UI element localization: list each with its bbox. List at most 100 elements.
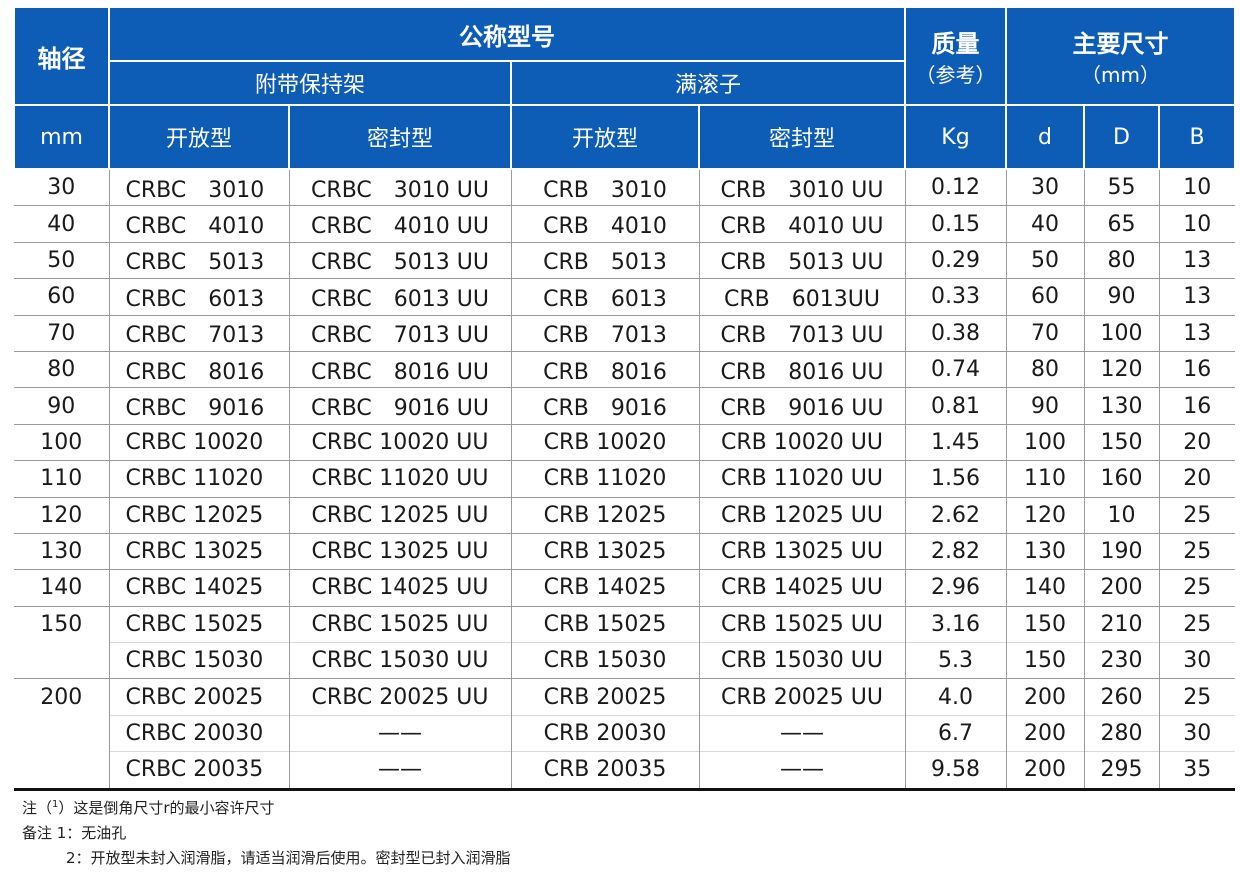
cell-full-open-model: CRB 11020 xyxy=(510,460,699,498)
cell-full-sealed-model: CRB 3010 UU xyxy=(698,169,905,206)
cell-dim-B: 25 xyxy=(1158,532,1236,570)
cell-full-sealed-model: —— xyxy=(698,751,905,790)
cell-mass: 2.96 xyxy=(904,569,1006,607)
cell-cage-open-model: CRBC 8016 xyxy=(108,350,289,388)
cell-full-open-model: CRB 4010 xyxy=(510,205,699,243)
cell-dim-B: 13 xyxy=(1158,314,1236,352)
cell-dim-d: 40 xyxy=(1005,205,1084,243)
cell-cage-sealed-model: CRBC 13025 UU xyxy=(288,532,511,570)
cell-dim-d: 90 xyxy=(1005,387,1084,425)
cell-dim-B: 10 xyxy=(1158,169,1236,206)
cell-dim-D: 160 xyxy=(1083,460,1159,498)
table-row: 80 CRBC 8016 CRBC 8016 UU CRB 8016 CRB 8016 … xyxy=(14,350,1236,388)
cell-full-open-model: CRB 3010 xyxy=(510,169,699,206)
cell-dim-B: 30 xyxy=(1158,714,1236,752)
cell-full-open-model: CRB 12025 xyxy=(510,496,699,534)
cell-cage-sealed-model: CRBC 4010 UU xyxy=(288,205,511,243)
cell-dim-B: 25 xyxy=(1158,605,1236,643)
remark-oil-hole: 备注 1：无油孔 xyxy=(22,824,127,842)
cell-dim-B: 25 xyxy=(1158,569,1236,607)
cell-mass: 2.82 xyxy=(904,532,1006,570)
table-row: 50 CRBC 5013 CRBC 5013 UU CRB 5013 CRB 5013 … xyxy=(14,241,1236,279)
cell-cage-open-model: CRBC 7013 xyxy=(108,314,289,352)
header-mass-unit: Kg xyxy=(904,104,1007,170)
cell-full-open-model: CRB 15025 xyxy=(510,605,699,643)
cell-mass: 6.7 xyxy=(904,714,1006,752)
cell-shaft-diameter: 130 xyxy=(14,532,109,570)
header-dim-B: B xyxy=(1157,104,1237,170)
cell-cage-sealed-model: CRBC 3010 UU xyxy=(288,169,511,206)
header-dim-d: d xyxy=(1005,104,1085,170)
cell-dim-d: 30 xyxy=(1005,169,1084,206)
cell-cage-open-model: CRBC 9016 xyxy=(108,387,289,425)
cell-cage-sealed-model: CRBC 11020 UU xyxy=(288,460,511,498)
header-main-dims: 主要尺寸 （mm） xyxy=(1004,6,1237,106)
cell-shaft-diameter: 70 xyxy=(14,314,109,352)
header-cage-sealed: 密封型 xyxy=(288,104,512,170)
cell-shaft-diameter: 140 xyxy=(14,569,109,607)
cell-shaft-diameter: 90 xyxy=(14,387,109,425)
cell-dim-d: 50 xyxy=(1005,241,1084,279)
cell-full-sealed-model: —— xyxy=(698,714,905,752)
cell-cage-sealed-model: CRBC 7013 UU xyxy=(288,314,511,352)
cell-shaft-diameter: 50 xyxy=(14,241,109,279)
cell-cage-open-model: CRBC 14025 xyxy=(108,569,289,607)
cell-shaft-diameter: 200 xyxy=(14,678,109,716)
cell-dim-d: 80 xyxy=(1005,350,1084,388)
cell-dim-B: 25 xyxy=(1158,678,1236,716)
cell-cage-open-model: CRBC 15030 xyxy=(108,642,289,679)
cell-shaft-diameter: 120 xyxy=(14,496,109,534)
cell-full-sealed-model: CRB 10020 UU xyxy=(698,423,905,461)
cell-dim-D: 295 xyxy=(1083,751,1159,790)
cell-full-sealed-model: CRB 9016 UU xyxy=(698,387,905,425)
cell-cage-sealed-model: CRBC 12025 UU xyxy=(288,496,511,534)
cell-cage-sealed-model: CRBC 5013 UU xyxy=(288,241,511,279)
cell-dim-D: 55 xyxy=(1083,169,1159,206)
cell-dim-B: 35 xyxy=(1158,751,1236,790)
cell-cage-sealed-model: —— xyxy=(288,714,511,752)
header-shaft-unit: mm xyxy=(13,104,110,170)
cell-dim-d: 200 xyxy=(1005,714,1084,752)
cell-shaft-diameter: 150 xyxy=(14,605,109,643)
cell-shaft-diameter: 40 xyxy=(14,205,109,243)
cell-dim-D: 230 xyxy=(1083,642,1159,679)
cell-dim-B: 16 xyxy=(1158,350,1236,388)
cell-cage-sealed-model: CRBC 20025 UU xyxy=(288,678,511,716)
cell-mass: 1.45 xyxy=(904,423,1006,461)
table-row: CRBC 15030 CRBC 15030 UU CRB 15030 CRB 1503… xyxy=(14,642,1236,679)
cell-dim-B: 25 xyxy=(1158,496,1236,534)
table-row: 130 CRBC 13025 CRBC 13025 UU CRB 13025 CRB 1… xyxy=(14,532,1236,570)
cell-full-sealed-model: CRB 13025 UU xyxy=(698,532,905,570)
cell-mass: 0.38 xyxy=(904,314,1006,352)
cell-full-sealed-model: CRB 8016 UU xyxy=(698,350,905,388)
cell-mass: 0.81 xyxy=(904,387,1006,425)
table-row: 140 CRBC 14025 CRBC 14025 UU CRB 14025 CRB 1… xyxy=(14,569,1236,607)
table-row: 150 CRBC 15025 CRBC 15025 UU CRB 15025 CRB 1… xyxy=(14,605,1236,643)
cell-dim-d: 100 xyxy=(1005,423,1084,461)
cell-dim-d: 200 xyxy=(1005,678,1084,716)
table-row: 60 CRBC 6013 CRBC 6013 UU CRB 6013 CRB 6013U… xyxy=(14,278,1236,316)
cell-cage-sealed-model: —— xyxy=(288,751,511,790)
header-cage-open: 开放型 xyxy=(108,104,290,170)
cell-shaft-diameter: 60 xyxy=(14,278,109,316)
cell-full-open-model: CRB 20025 xyxy=(510,678,699,716)
cell-cage-open-model: CRBC 11020 xyxy=(108,460,289,498)
cell-cage-open-model: CRBC 20030 xyxy=(108,714,289,752)
table-row: 200 CRBC 20025 CRBC 20025 UU CRB 20025 CRB 2… xyxy=(14,678,1236,716)
cell-dim-B: 16 xyxy=(1158,387,1236,425)
cell-dim-D: 10 xyxy=(1083,496,1159,534)
cell-dim-B: 13 xyxy=(1158,241,1236,279)
cell-cage-open-model: CRBC 13025 xyxy=(108,532,289,570)
cell-cage-open-model: CRBC 4010 xyxy=(108,205,289,243)
table-row: 100 CRBC 10020 CRBC 10020 UU CRB 10020 CRB 1… xyxy=(14,423,1236,461)
cell-cage-open-model: CRBC 10020 xyxy=(108,423,289,461)
cell-full-sealed-model: CRB 4010 UU xyxy=(698,205,905,243)
table-row: 120 CRBC 12025 CRBC 12025 UU CRB 12025 CRB 1… xyxy=(14,496,1236,534)
cell-dim-D: 130 xyxy=(1083,387,1159,425)
cell-dim-d: 70 xyxy=(1005,314,1084,352)
cell-cage-sealed-model: CRBC 10020 UU xyxy=(288,423,511,461)
cell-full-open-model: CRB 8016 xyxy=(510,350,699,388)
cell-mass: 0.29 xyxy=(904,241,1006,279)
cell-mass: 0.12 xyxy=(904,169,1006,206)
cell-dim-D: 65 xyxy=(1083,205,1159,243)
